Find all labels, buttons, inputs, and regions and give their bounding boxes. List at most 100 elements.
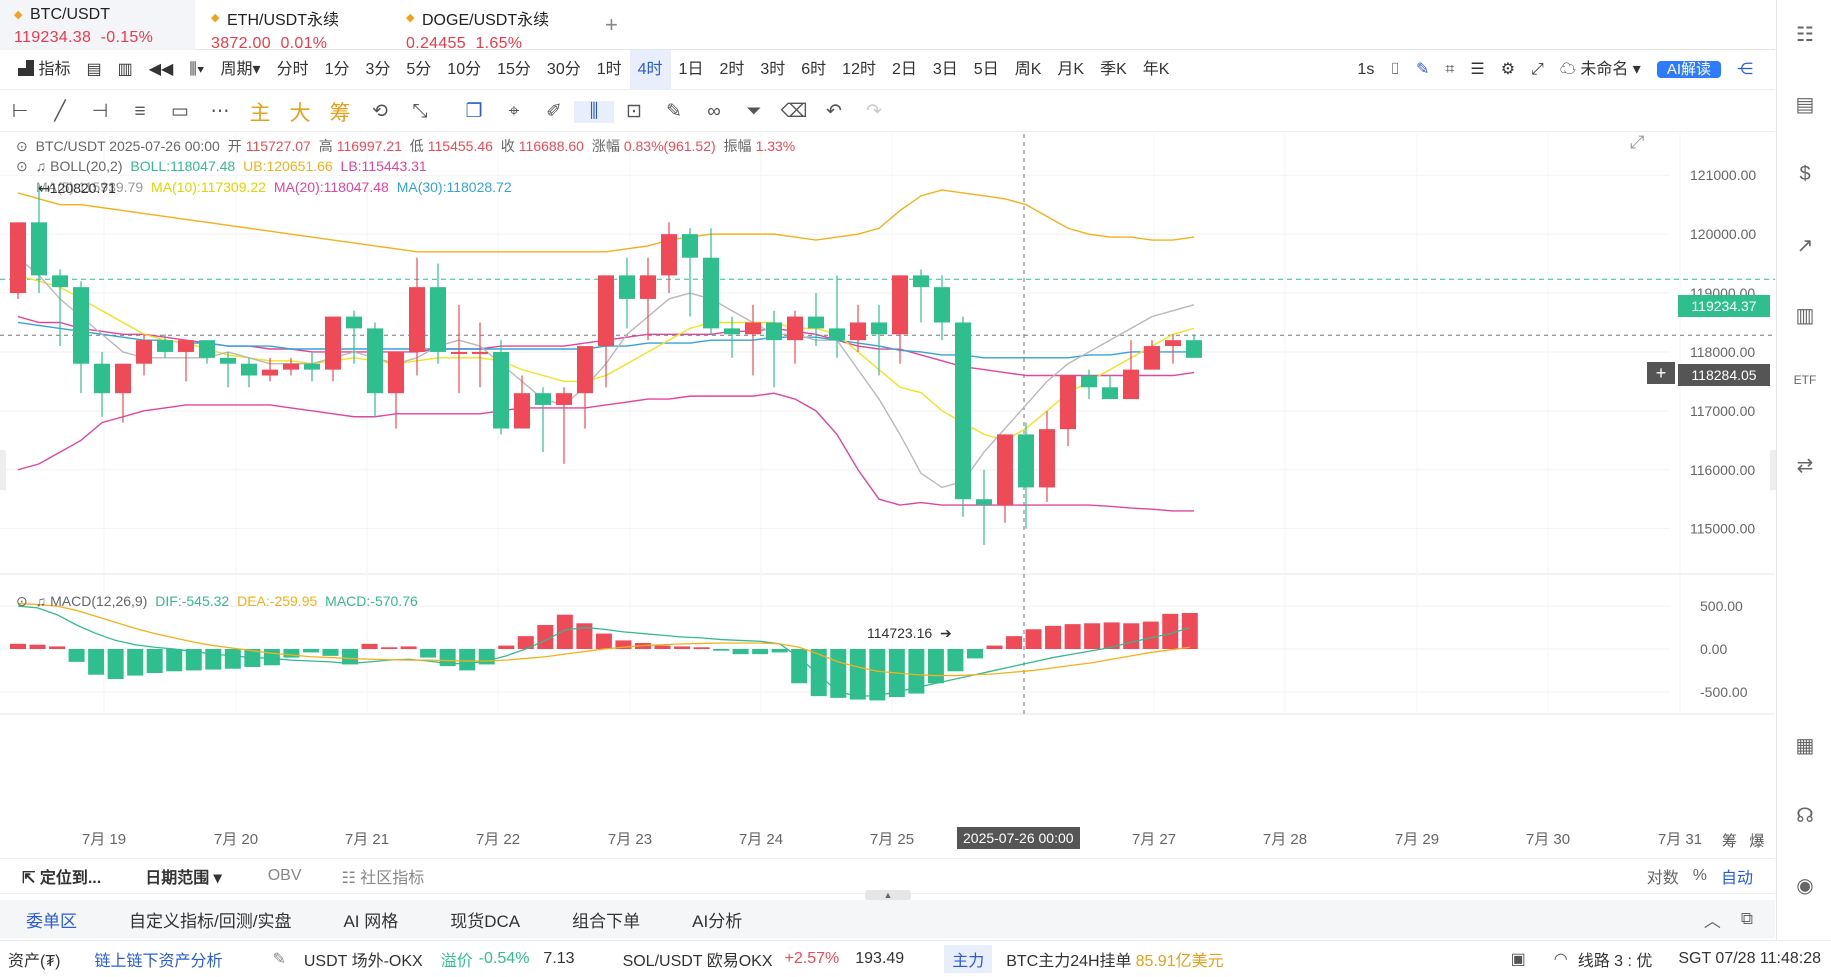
fullscreen-icon[interactable]: ⤢ — [1531, 60, 1544, 78]
ai-interpret-button[interactable]: AI解读 — [1649, 50, 1729, 90]
panel-resize-handle[interactable]: ▲ — [865, 890, 911, 900]
usdt-otc[interactable]: USDT 场外-OKX — [303, 953, 423, 970]
price-chart[interactable]: 121000.00120000.00119000.00118000.001170… — [0, 134, 1775, 854]
refresh-rate[interactable]: 1s — [1357, 60, 1375, 78]
rectangle-icon[interactable]: ▭ — [171, 101, 189, 122]
link-icon[interactable]: ∞ — [707, 100, 721, 122]
redo-icon[interactable]: ↷ — [866, 101, 882, 122]
interval-6[interactable]: 30分 — [546, 60, 581, 78]
pencil-icon[interactable]: ✎ — [272, 951, 286, 968]
trash-icon[interactable]: ⌫ — [780, 101, 808, 122]
tab-spot-dca[interactable]: 现货DCA — [450, 911, 521, 931]
interval-1[interactable]: 1分 — [324, 60, 350, 78]
candles-icon[interactable]: ⫼ — [574, 100, 614, 123]
candle-type-icon[interactable]: ⫼▾ — [189, 60, 205, 78]
interval-19[interactable]: 季K — [1100, 60, 1127, 78]
obv-button[interactable]: OBV — [267, 867, 302, 884]
bar-chart-icon[interactable]: ▥ — [1795, 305, 1815, 327]
interval-3[interactable]: 5分 — [406, 60, 432, 78]
filter-icon[interactable]: ⏷ — [746, 100, 762, 122]
more-icon[interactable]: ⋯ — [210, 101, 230, 122]
date-range-dropdown[interactable]: 日期范围 ▾ — [145, 870, 222, 887]
period-dropdown[interactable]: 周期▾ — [220, 60, 261, 78]
sol-ticker[interactable]: SOL/USDT 欧易OKX — [622, 953, 773, 970]
chart-area[interactable]: 121000.00 120000.00 119000.00 118000.00 1170… — [0, 132, 1775, 854]
interval-14[interactable]: 2日 — [891, 60, 917, 78]
interval-20[interactable]: 年K — [1142, 60, 1170, 78]
interval-12[interactable]: 6时 — [801, 60, 827, 78]
horizontal-line-icon[interactable]: ⊢ — [11, 101, 29, 122]
left-drawer-handle[interactable] — [0, 450, 6, 490]
ruler-icon[interactable]: ⌖ — [508, 100, 520, 122]
copy-icon[interactable]: ❐ — [465, 101, 483, 122]
popout-icon[interactable]: ⧉ — [1740, 909, 1753, 928]
tab-doge[interactable]: ◆ DOGE/USDT永续 0.24455 1.65% — [392, 0, 587, 52]
etf-icon[interactable]: ETF — [1793, 373, 1817, 387]
list-icon[interactable]: ☰ — [1470, 60, 1485, 78]
auto-scale-button[interactable]: 自动 — [1720, 870, 1753, 887]
tab-btc[interactable]: ◆ BTC/USDT 119234.38 -0.15% — [0, 0, 195, 50]
interval-4[interactable]: 10分 — [447, 60, 482, 78]
undo-icon[interactable]: ↶ — [826, 101, 842, 122]
percent-scale-button[interactable]: % — [1692, 867, 1707, 884]
chip-button[interactable]: 筹 — [329, 101, 351, 125]
collapse-icon[interactable]: ⊙ — [16, 593, 28, 609]
layout-panel-icon[interactable]: ▦ — [1795, 735, 1815, 757]
interval-9[interactable]: 1日 — [678, 60, 704, 78]
pencil-icon[interactable]: ✎ — [1415, 60, 1430, 78]
add-alert-icon[interactable]: + — [1647, 362, 1675, 384]
tab-combo-order[interactable]: 组合下单 — [572, 911, 641, 931]
headset-icon[interactable]: ☊ — [1796, 805, 1814, 827]
main-button[interactable]: 主 — [249, 101, 271, 125]
crop-icon[interactable]: ⌗ — [1445, 60, 1455, 78]
cloud-save-button[interactable]: ☁ 未命名 ▾ — [1559, 60, 1641, 78]
message-icon[interactable]: ▣ — [1510, 951, 1526, 968]
interval-15[interactable]: 3日 — [932, 60, 958, 78]
interval-10[interactable]: 2时 — [719, 60, 745, 78]
grid-menu-icon[interactable]: ☷ — [1796, 24, 1814, 46]
interval-13[interactable]: 12时 — [842, 60, 876, 78]
interval-16[interactable]: 5日 — [973, 60, 999, 78]
swap-icon[interactable]: ⇄ — [1796, 455, 1814, 477]
indicators-button[interactable]: ▟ 指标 — [18, 60, 71, 78]
bell-icon[interactable]: ♫ — [35, 593, 47, 609]
interval-2[interactable]: 3分 — [365, 60, 391, 78]
trend-line-icon[interactable]: ╱ — [54, 101, 66, 122]
interval-5[interactable]: 15分 — [497, 60, 531, 78]
layout-icon[interactable]: ▤ — [86, 60, 102, 78]
dollar-icon[interactable]: $ — [1799, 163, 1811, 185]
tab-custom-indicators[interactable]: 自定义指标/回测/实盘 — [129, 911, 292, 931]
interval-0[interactable]: 分时 — [276, 60, 309, 78]
assets-label[interactable]: 资产(₮) — [8, 953, 61, 970]
rewind-icon[interactable]: ◀◀ — [148, 60, 174, 78]
range-icon[interactable]: ⊣ — [91, 101, 109, 122]
settings-icon[interactable]: ⚙ — [1500, 60, 1516, 78]
magnet-icon[interactable]: ⟲ — [372, 101, 388, 122]
big-button[interactable]: 大 — [289, 101, 311, 125]
add-tab-icon[interactable]: + — [605, 12, 618, 37]
brush-icon[interactable]: ✐ — [546, 101, 562, 122]
onchain-link[interactable]: 链上链下资产分析 — [94, 953, 223, 970]
interval-7[interactable]: 1时 — [596, 60, 622, 78]
document-icon[interactable]: ▤ — [1795, 94, 1815, 116]
right-drawer-handle[interactable] — [1770, 450, 1776, 490]
parallel-icon[interactable]: ≡ — [134, 100, 146, 122]
collapse-icon[interactable]: ⊙ — [16, 138, 28, 154]
share-icon[interactable]: ⋲ — [1737, 60, 1753, 78]
community-indicators[interactable]: ☷ 社区指标 — [341, 870, 425, 887]
lock-icon[interactable]: ⊡ — [626, 101, 642, 122]
interval-18[interactable]: 月K — [1057, 60, 1085, 78]
trend-icon[interactable]: ↗ — [1796, 235, 1814, 257]
bell-icon[interactable]: ♫ — [35, 158, 47, 174]
tab-orders[interactable]: 委单区 — [26, 911, 77, 931]
expand-icon[interactable]: ⤢ — [1630, 132, 1645, 152]
camera-icon[interactable]: ⌷ — [1390, 60, 1400, 78]
tab-ai-grid[interactable]: AI 网格 — [343, 911, 399, 931]
collapse-panel-icon[interactable]: ︿ — [1703, 911, 1721, 931]
edit-icon[interactable]: ✎ — [666, 101, 682, 122]
interval-8[interactable]: 4时 — [629, 49, 671, 90]
split-icon[interactable]: ▥ — [117, 60, 133, 78]
locate-button[interactable]: ⇱ 定位到... — [22, 870, 102, 887]
interval-11[interactable]: 3时 — [760, 60, 786, 78]
measure-icon[interactable]: ⤡ — [412, 100, 428, 122]
